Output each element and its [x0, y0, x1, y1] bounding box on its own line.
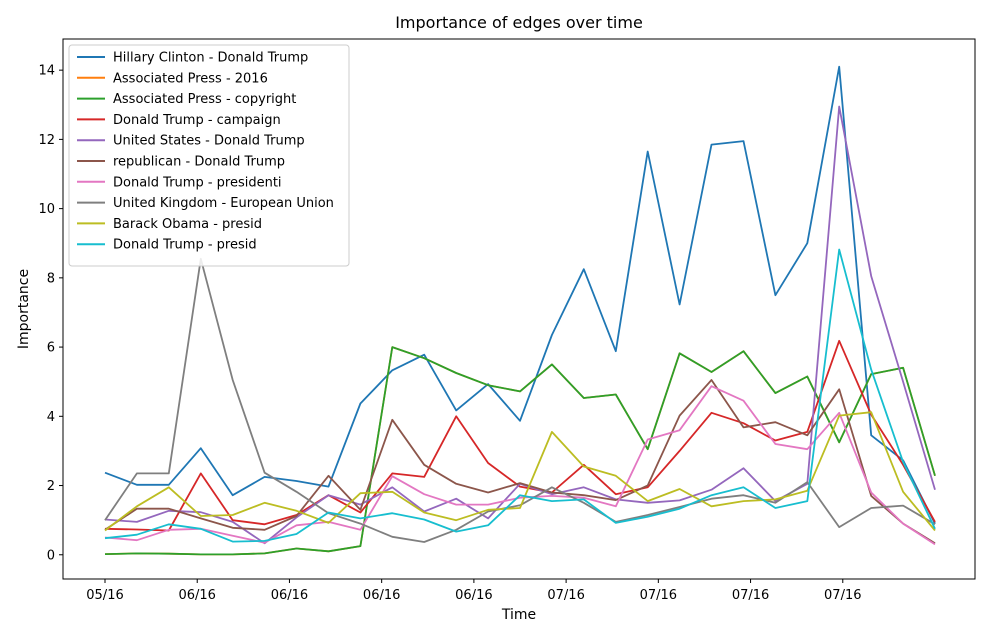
series-line-4 [104, 339, 936, 532]
x-tick-label: 07/16 [824, 588, 861, 603]
x-tick-label: 07/16 [732, 588, 769, 603]
y-axis-title: Importance [16, 269, 32, 349]
series-line-1 [104, 65, 936, 525]
legend-label: republican - Donald Trump [113, 155, 285, 170]
legend-label: Associated Press - copyright [113, 92, 296, 107]
series-layer [104, 65, 936, 556]
legend-label: Donald Trump - campaign [113, 113, 281, 128]
y-axis: 0 2 4 6 8 10 12 14 [38, 64, 63, 563]
x-tick-label: 07/16 [547, 588, 584, 603]
x-axis-title: Time [501, 607, 536, 623]
series-line-9 [104, 411, 936, 532]
legend-label: Donald Trump - presid [113, 238, 257, 253]
y-tick-label: 4 [47, 410, 55, 425]
legend-label: United Kingdom - European Union [113, 196, 334, 211]
legend-label: Barack Obama - presid [113, 217, 262, 232]
x-axis: 05/16 06/16 06/16 06/16 06/16 07/16 07/16 07/16… [86, 579, 862, 603]
y-tick-label: 0 [47, 548, 55, 563]
x-tick-label: 06/16 [178, 588, 215, 603]
x-tick-label: 05/16 [86, 588, 123, 603]
x-tick-label: 06/16 [363, 588, 400, 603]
legend-label: Associated Press - 2016 [113, 71, 268, 86]
chart-title: Importance of edges over time [395, 13, 643, 32]
x-tick-label: 07/16 [640, 588, 677, 603]
legend-label: Donald Trump - presidenti [113, 175, 282, 190]
y-tick-label: 6 [47, 341, 55, 356]
legend-label: Hillary Clinton - Donald Trump [113, 51, 308, 66]
series-line-8 [104, 257, 936, 543]
series-line-10 [104, 248, 936, 543]
y-tick-label: 10 [38, 202, 55, 217]
y-tick-label: 14 [38, 64, 55, 79]
series-line-3 [104, 346, 936, 556]
x-tick-label: 06/16 [271, 588, 308, 603]
series-line-7 [104, 385, 936, 546]
y-tick-label: 2 [47, 479, 55, 494]
legend: Hillary Clinton - Donald Trump Associated… [68, 44, 350, 267]
y-tick-label: 12 [38, 133, 55, 148]
legend-box [68, 44, 350, 267]
plot-frame [62, 38, 976, 580]
series-line-6 [104, 379, 936, 545]
y-tick-label: 8 [47, 271, 55, 286]
legend-label: United States - Donald Trump [113, 134, 305, 149]
x-tick-label: 06/16 [455, 588, 492, 603]
